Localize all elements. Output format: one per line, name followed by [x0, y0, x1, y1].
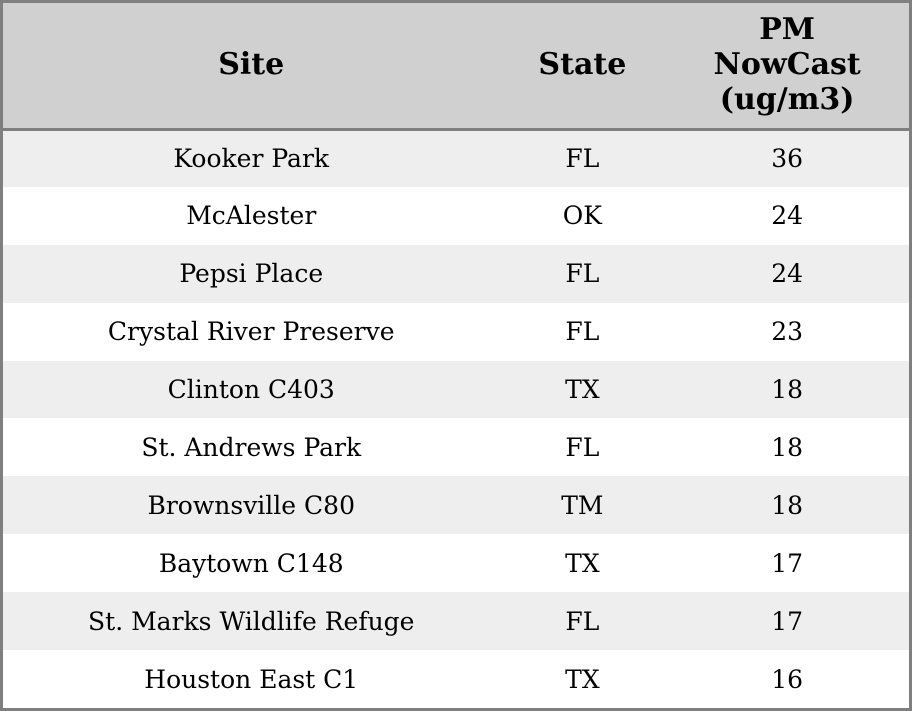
column-header-state-label: State: [538, 46, 627, 82]
state-cell: TX: [565, 375, 600, 404]
site-cell: Kooker Park: [173, 144, 330, 174]
state-cell: FL: [565, 432, 600, 462]
table-row: Baytown C148 TX 17: [3, 534, 909, 593]
pm-nowcast-cell: 17: [771, 548, 804, 578]
table-row: Kooker Park FL 36: [3, 129, 909, 187]
column-header-site: Site: [3, 3, 500, 131]
state-cell: FL: [565, 606, 600, 636]
table-row: St. Marks Wildlife Refuge FL 17: [3, 592, 909, 651]
site-cell: St. Andrews Park: [141, 432, 362, 462]
site-cell: Brownsville C80: [147, 490, 355, 520]
state-cell: FL: [565, 317, 600, 347]
site-cell: McAlester: [186, 201, 317, 231]
pm-nowcast-cell: 18: [771, 375, 804, 404]
column-header-pm-nowcast-label: PM NowCast (ug/m3): [713, 12, 861, 117]
column-header-state: State: [499, 3, 666, 131]
pm-nowcast-cell: 24: [771, 259, 804, 289]
site-cell: Clinton C403: [167, 375, 335, 404]
site-cell: St. Marks Wildlife Refuge: [88, 606, 415, 636]
pm-nowcast-cell: 18: [771, 432, 804, 462]
pm-nowcast-cell: 17: [771, 606, 804, 636]
table-row: Crystal River Preserve FL 23: [3, 302, 909, 361]
pm-nowcast-cell: 23: [771, 317, 804, 347]
state-cell: FL: [565, 144, 600, 174]
data-table: Site State PM NowCast (ug/m3) Kooker Par…: [3, 3, 909, 708]
table-row: McAlester OK 24: [3, 186, 909, 245]
state-cell: TX: [565, 548, 600, 578]
pm-nowcast-cell: 36: [771, 144, 804, 174]
site-cell: Houston East C1: [144, 664, 359, 694]
table-row: Houston East C1 TX 16: [3, 650, 909, 708]
state-cell: TM: [561, 490, 604, 520]
site-cell: Crystal River Preserve: [107, 317, 395, 347]
table-row: St. Andrews Park FL 18: [3, 418, 909, 477]
site-cell: Baytown C148: [158, 548, 344, 578]
state-cell: FL: [565, 259, 600, 289]
state-cell: OK: [562, 201, 602, 231]
pm-nowcast-cell: 16: [771, 664, 804, 694]
table-row: Brownsville C80 TM 18: [3, 476, 909, 535]
column-header-pm-nowcast: PM NowCast (ug/m3): [665, 3, 909, 131]
pm-nowcast-cell: 18: [771, 490, 804, 520]
site-cell: Pepsi Place: [179, 259, 324, 289]
table-row: Clinton C403 TX 18: [3, 360, 909, 419]
table-row: Pepsi Place FL 24: [3, 244, 909, 303]
column-header-site-label: Site: [218, 46, 285, 82]
header-row: Site State PM NowCast (ug/m3): [3, 3, 909, 131]
pm-nowcast-cell: 24: [771, 201, 804, 231]
state-cell: TX: [565, 664, 600, 694]
